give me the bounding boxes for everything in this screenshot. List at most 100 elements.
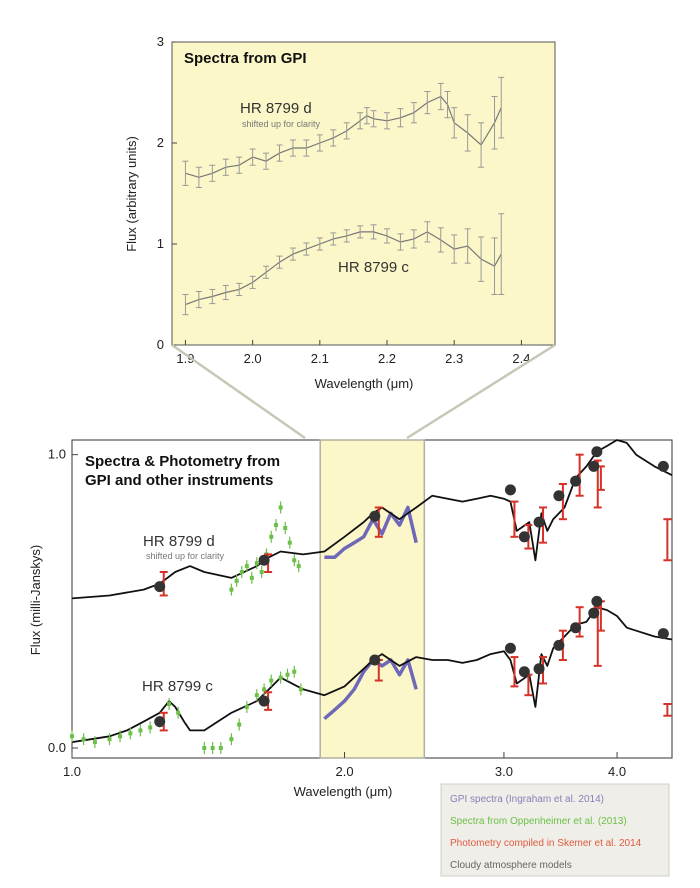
oppenheimer-point [70, 734, 74, 739]
top-x-tick-label: 1.9 [176, 351, 194, 366]
oppenheimer-point [81, 737, 86, 742]
oppenheimer-point [176, 710, 181, 715]
photometry-point [570, 475, 582, 487]
oppenheimer-point [283, 526, 288, 530]
oppenheimer-point [269, 678, 274, 683]
oppenheimer-point [254, 561, 259, 566]
legend-entry-gpi: GPI spectra (Ingraham et al. 2014) [450, 794, 604, 805]
top-plot-background [171, 41, 556, 346]
oppenheimer-point [254, 693, 259, 698]
top-x-tick-label: 2.0 [244, 351, 262, 366]
photometry-point [591, 595, 603, 607]
oppenheimer-point [244, 704, 249, 709]
photometry-point [570, 622, 582, 634]
legend-box [440, 783, 670, 877]
top-y-axis-label: Flux (arbitrary units) [124, 136, 139, 252]
photometry-point [154, 716, 166, 728]
top-x-tick-label: 2.4 [512, 351, 530, 366]
oppenheimer-point [278, 675, 283, 680]
legend-entry-models: Cloudy atmosphere models [450, 860, 572, 871]
oppenheimer-point [167, 702, 172, 706]
oppenheimer-point [259, 570, 264, 574]
photometry-point [504, 484, 516, 496]
oppenheimer-point [285, 672, 290, 677]
oppenheimer-point [229, 587, 234, 592]
bottom-x-tick-label: 1.0 [63, 764, 81, 779]
photometry-point [369, 654, 381, 666]
legend-entry-photometry: Photometry compiled in Skemer et al. 201… [450, 838, 642, 849]
oppenheimer-point [107, 737, 112, 742]
bottom-x-axis-label: Wavelength (μm) [294, 784, 393, 799]
oppenheimer-point [237, 722, 242, 727]
bottom-y-tick-label: 1.0 [48, 447, 66, 462]
photometry-point [588, 607, 600, 619]
top-y-tick-label: 2 [157, 135, 164, 150]
bottom-panel-title-line-2: GPI and other instruments [85, 472, 273, 489]
oppenheimer-point [218, 746, 223, 750]
bottom-label-shifted-note: shifted up for clarity [146, 551, 225, 561]
oppenheimer-point [269, 534, 274, 539]
zoom-connector-left [171, 343, 306, 440]
oppenheimer-point [244, 564, 249, 569]
bottom-label-hr8799d: HR 8799 d [143, 533, 215, 550]
oppenheimer-point [229, 737, 234, 742]
photometry-point [258, 554, 270, 566]
top-x-axis-label: Wavelength (μm) [315, 376, 414, 391]
oppenheimer-point [234, 578, 239, 583]
oppenheimer-point [118, 734, 123, 739]
photometry-point [533, 516, 545, 528]
bottom-x-tick-label: 2.0 [335, 764, 353, 779]
model-curve-d [71, 439, 673, 600]
gpi-highlight-band [319, 439, 426, 759]
top-panel: Spectra from GPI HR 8799 d shifted up fo… [124, 34, 556, 391]
oppenheimer-point [292, 669, 297, 674]
zoom-connector-right [406, 343, 556, 440]
oppenheimer-point [138, 728, 143, 733]
legend-entry-oppenheimer: Spectra from Oppenheimer et al. (2013) [450, 816, 627, 827]
photometry-point [657, 460, 669, 472]
photometry-point [518, 666, 530, 678]
bottom-panel: Spectra & Photometry from GPI and other … [28, 439, 673, 799]
oppenheimer-point [148, 725, 153, 730]
oppenheimer-point [292, 558, 297, 563]
photometry-point [154, 581, 166, 593]
photometry-point [258, 695, 270, 707]
oppenheimer-point [92, 740, 97, 745]
top-x-tick-label: 2.3 [445, 351, 463, 366]
photometry-point [591, 446, 603, 458]
bottom-panel-title-line-1: Spectra & Photometry from [85, 453, 280, 470]
top-y-tick-label: 0 [157, 337, 164, 352]
top-y-tick-label: 3 [157, 34, 164, 49]
top-label-hr8799c: HR 8799 c [338, 259, 409, 276]
oppenheimer-point [210, 746, 215, 750]
photometry-point [553, 490, 565, 502]
photometry-point [504, 642, 516, 654]
top-label-hr8799d: HR 8799 d [240, 100, 312, 117]
top-panel-title: Spectra from GPI [184, 50, 307, 67]
top-y-tick-label: 1 [157, 236, 164, 251]
photometry-point [657, 628, 669, 640]
top-x-tick-label: 2.1 [311, 351, 329, 366]
top-x-tick-label: 2.2 [378, 351, 396, 366]
oppenheimer-point [296, 564, 301, 569]
photometry-point [533, 663, 545, 675]
photometry-point [588, 460, 600, 472]
photometry-point [553, 639, 565, 651]
bottom-x-tick-label: 3.0 [495, 764, 513, 779]
oppenheimer-point [128, 731, 133, 736]
legend: GPI spectra (Ingraham et al. 2014) Spect… [440, 783, 670, 877]
oppenheimer-point [202, 746, 207, 750]
photometry-point [369, 510, 381, 522]
oppenheimer-point [273, 523, 278, 528]
bottom-label-hr8799c: HR 8799 c [142, 678, 213, 695]
photometry-point [518, 531, 530, 543]
top-label-shifted-note: shifted up for clarity [242, 119, 321, 129]
oppenheimer-point [298, 687, 303, 692]
bottom-y-tick-label: 0.0 [48, 740, 66, 755]
bottom-y-axis-label: Flux (milli-Janskys) [28, 545, 43, 656]
oppenheimer-point [278, 505, 283, 510]
bottom-x-tick-label: 4.0 [608, 764, 626, 779]
oppenheimer-point [262, 687, 267, 692]
oppenheimer-point [287, 540, 292, 545]
